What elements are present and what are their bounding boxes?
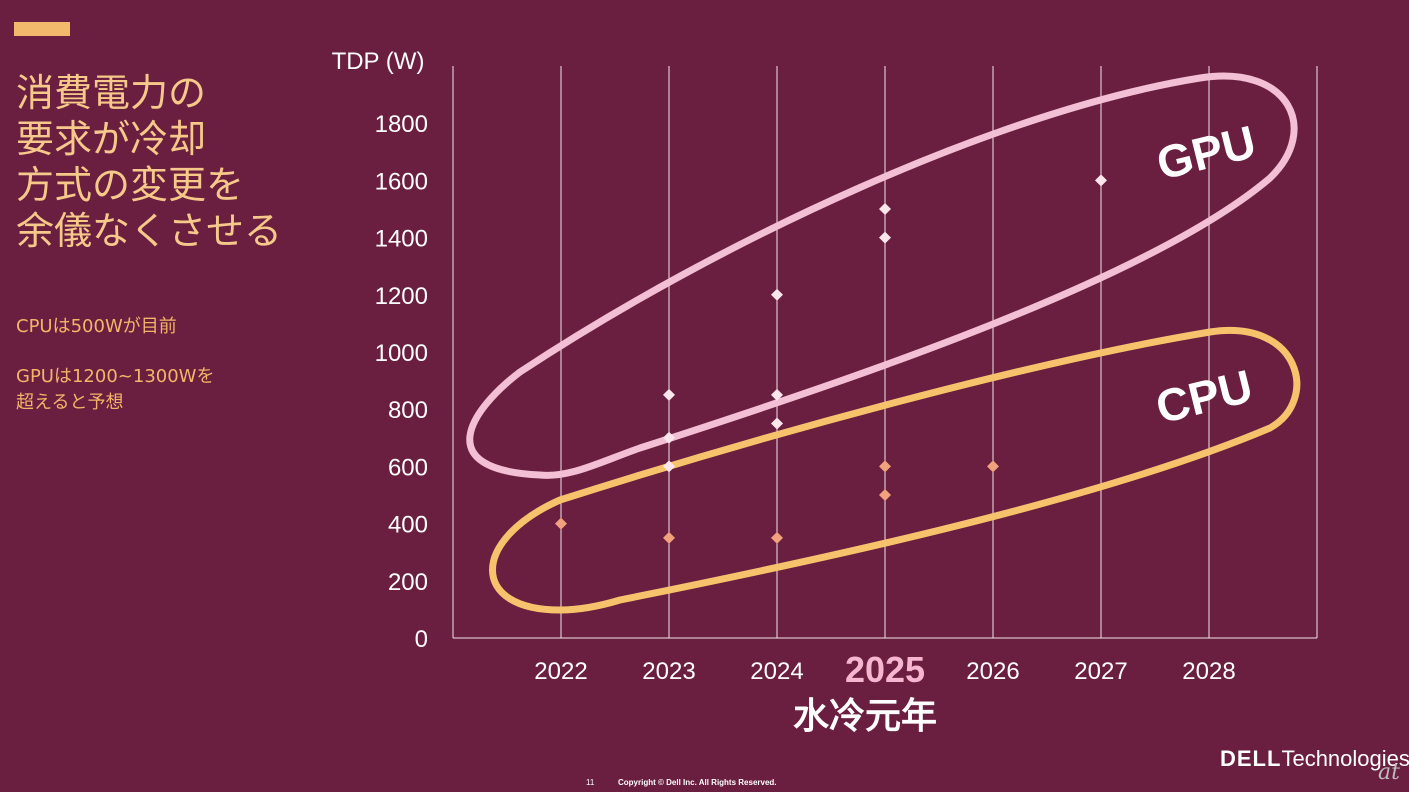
cpu-point-2025-500 (879, 489, 891, 501)
cpu-point-2025-600 (879, 460, 891, 473)
y-axis-title: TDP (W) (332, 48, 425, 75)
accent-bar (14, 22, 70, 36)
y-tick-label-800: 800 (388, 397, 428, 424)
gpu-point-2024-1200 (771, 288, 783, 301)
x-tick-label-2023: 2023 (642, 658, 695, 685)
gpu-note: GPUは1200~1300Wを 超えると予想 (16, 364, 214, 416)
y-tick-label-0: 0 (415, 626, 428, 653)
gpu-group-outline (466, 72, 1298, 479)
gpu-point-2025-1400 (879, 231, 891, 244)
brand-dell: DELL (1220, 746, 1282, 771)
headline-line-4: 余儀なくさせる (16, 209, 283, 253)
y-tick-label-1000: 1000 (375, 340, 428, 367)
cpu-group-label: CPU (1151, 359, 1258, 433)
cpu-note-text: CPUは500Wが目前 (16, 316, 177, 337)
slide-headline: 消費電力の 要求が冷却 方式の変更を 余儀なくさせる (16, 70, 296, 254)
dell-technologies-logo: DELLTechnologies (1220, 746, 1409, 772)
y-tick-label-1400: 1400 (375, 226, 428, 253)
gpu-point-2023-600 (663, 460, 675, 473)
gpu-note-line-1: GPUは1200~1300Wを (16, 366, 215, 387)
cpu-point-2022-400 (555, 517, 567, 530)
highlight-caption: 水冷元年 (793, 696, 937, 737)
x-tick-label-2024: 2024 (750, 658, 803, 685)
y-tick-label-1200: 1200 (375, 283, 428, 310)
cpu-group-outline (489, 326, 1301, 614)
headline-line-1: 消費電力の (16, 71, 207, 115)
gpu-point-2025-1500 (879, 203, 891, 215)
gpu-group-label: GPU (1151, 115, 1260, 190)
y-tick-label-1600: 1600 (375, 168, 428, 195)
headline-line-2: 要求が冷却 (16, 117, 207, 161)
gpu-point-2024-750 (771, 417, 783, 430)
x-tick-label-2028: 2028 (1182, 658, 1235, 685)
x-tick-label-2022: 2022 (534, 658, 587, 685)
x-tick-label-2027: 2027 (1074, 658, 1127, 685)
gpu-point-2024-850 (771, 388, 783, 401)
brand-technologies: Technologies (1281, 746, 1409, 771)
gpu-note-line-2: 超えると予想 (16, 392, 124, 413)
x-tick-label-2025: 2025 (845, 649, 925, 690)
watermark-logo: at (1378, 760, 1400, 785)
gpu-point-2023-700 (663, 431, 675, 444)
y-tick-label-200: 200 (388, 569, 428, 596)
page-number: 11 (586, 778, 595, 787)
cpu-note: CPUは500Wが目前 (16, 314, 177, 340)
x-tick-label-2026: 2026 (966, 658, 1019, 685)
copyright: Copyright © Dell Inc. All Rights Reserve… (618, 778, 777, 787)
gpu-point-2027-1600 (1095, 174, 1107, 187)
y-tick-label-400: 400 (388, 512, 428, 539)
cpu-point-2026-600 (987, 460, 999, 473)
y-tick-label-600: 600 (388, 454, 428, 481)
gpu-point-2023-850 (663, 388, 675, 401)
cpu-point-2024-350 (771, 531, 783, 544)
headline-line-3: 方式の変更を (16, 163, 245, 207)
cpu-point-2023-350 (663, 531, 675, 544)
y-tick-label-1800: 1800 (375, 111, 428, 138)
